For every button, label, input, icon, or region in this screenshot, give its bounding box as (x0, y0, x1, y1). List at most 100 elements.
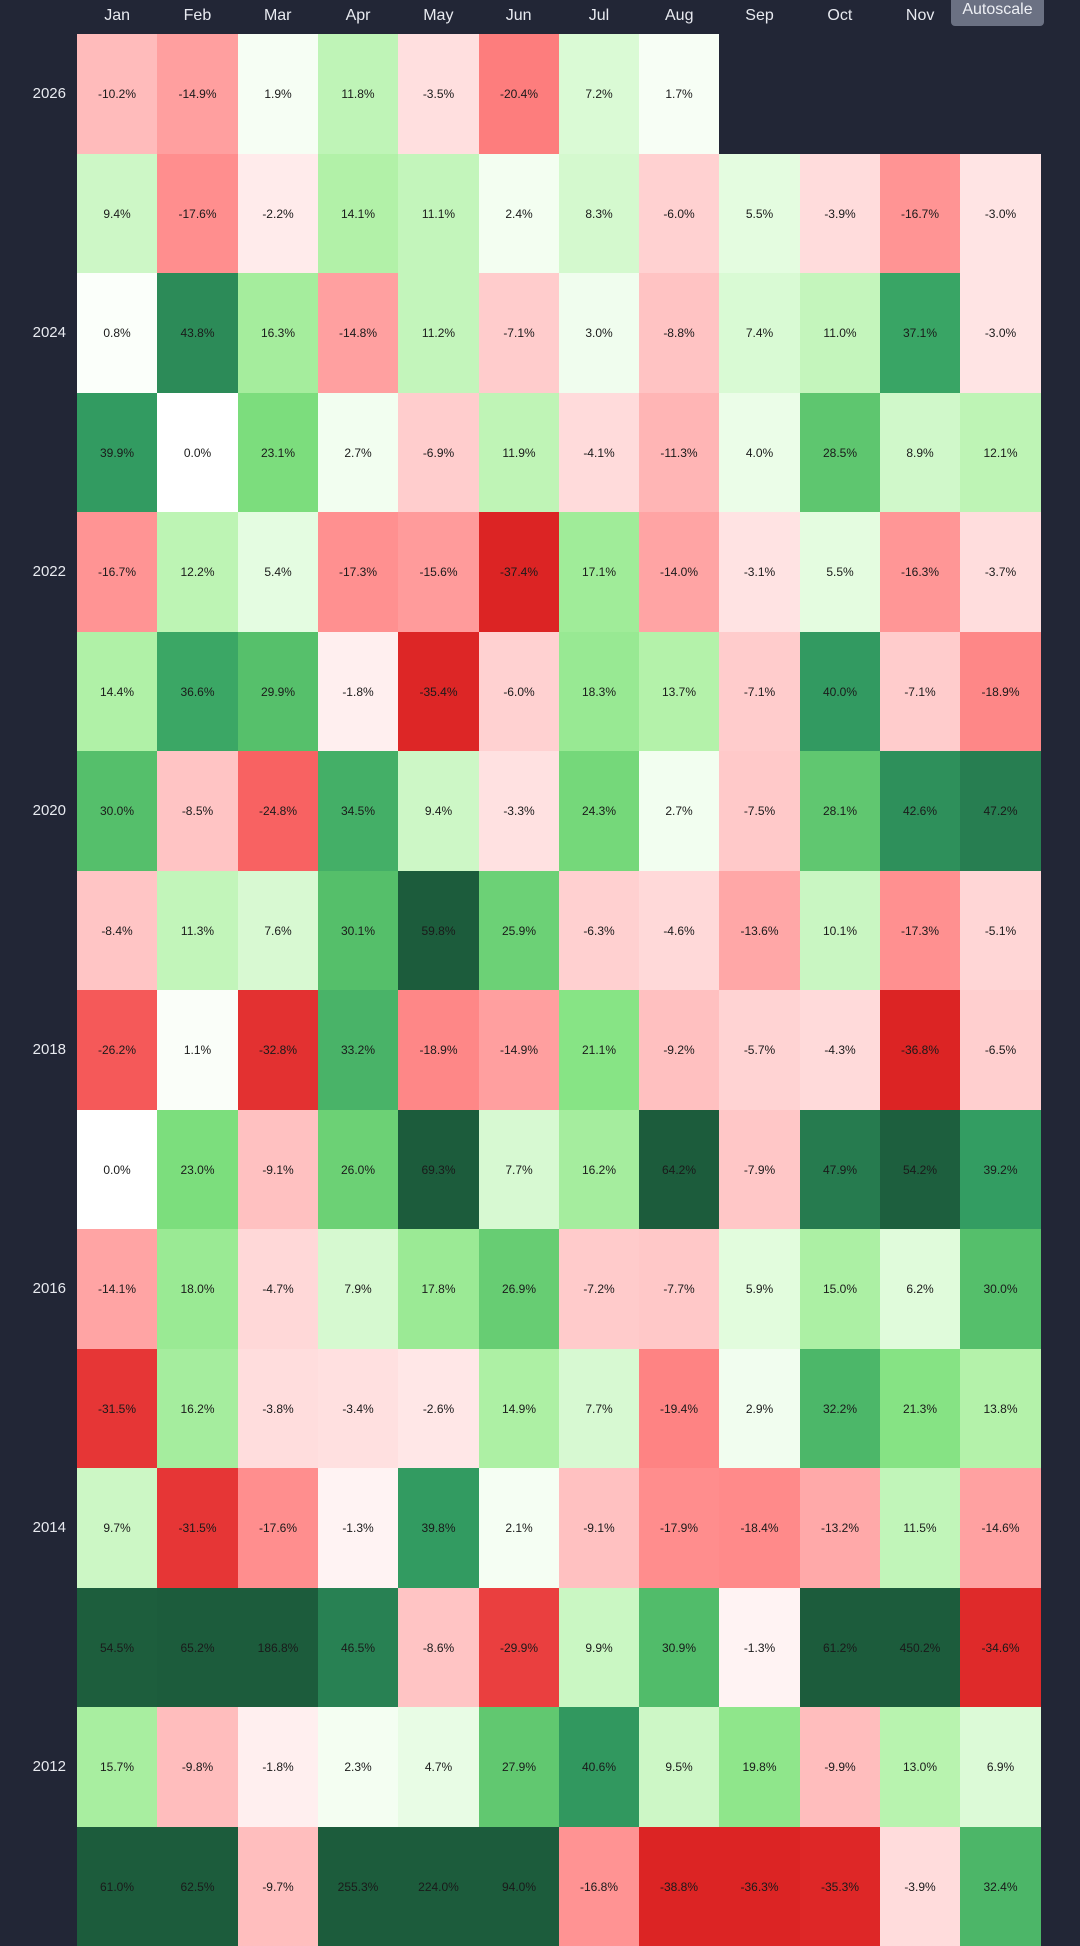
heatmap-cell-2014-aug: -17.9% (639, 1468, 719, 1588)
heatmap-cell-2022-jun: -37.4% (479, 512, 559, 632)
heatmap-cell-2019-mar: 7.6% (238, 871, 318, 990)
heatmap-cell-2020-jan: 30.0% (77, 751, 157, 871)
heatmap-cell-2015-jun: 14.9% (479, 1349, 559, 1468)
heatmap-cell-2019-feb: 11.3% (157, 871, 238, 990)
heatmap-cell-2011-sep: -36.3% (719, 1827, 800, 1946)
heatmap-cell-2020-oct: 28.1% (800, 751, 880, 871)
heatmap-cell-2014-nov: 11.5% (880, 1468, 960, 1588)
month-label-jun: Jun (505, 7, 532, 24)
heatmap-cell-2024-nov: 37.1% (880, 273, 960, 393)
heatmap-cell-2015-jan: -31.5% (77, 1349, 157, 1468)
heatmap-cell-2026-aug: 1.7% (639, 34, 719, 154)
heatmap-cell-2014-feb: -31.5% (157, 1468, 238, 1588)
heatmap-cell-2024-mar: 16.3% (238, 273, 318, 393)
heatmap-cell-2024-apr: -14.8% (318, 273, 398, 393)
month-label-oct: Oct (827, 7, 853, 24)
heatmap-cell-2012-mar: -1.8% (238, 1707, 318, 1827)
heatmap-cell-2016-feb: 18.0% (157, 1229, 238, 1349)
heatmap-cell-2013-may: -8.6% (398, 1588, 479, 1707)
heatmap-cell-2025-mar: -2.2% (238, 154, 318, 273)
heatmap-cell-2021-jan: 14.4% (77, 632, 157, 751)
year-label-2022: 2022 (32, 562, 66, 580)
heatmap-cell-2025-jun: 2.4% (479, 154, 559, 273)
heatmap-cell-2023-sep: 4.0% (719, 393, 800, 512)
heatmap-cell-2020-dec: 47.2% (960, 751, 1041, 871)
heatmap-cell-2013-mar: 186.8% (238, 1588, 318, 1707)
heatmap-cell-2019-nov: -17.3% (880, 871, 960, 990)
heatmap-cell-2026-feb: -14.9% (157, 34, 238, 154)
heatmap-cell-2018-dec: -6.5% (960, 990, 1041, 1110)
heatmap-cell-2026-mar: 1.9% (238, 34, 318, 154)
heatmap-cell-2012-sep: 19.8% (719, 1707, 800, 1827)
heatmap-cell-2016-jul: -7.2% (559, 1229, 639, 1349)
heatmap-cell-2019-apr: 30.1% (318, 871, 398, 990)
heatmap-cell-2012-may: 4.7% (398, 1707, 479, 1827)
heatmap-cell-2023-jan: 39.9% (77, 393, 157, 512)
heatmap-cell-2019-jun: 25.9% (479, 871, 559, 990)
heatmap-cell-2014-apr: -1.3% (318, 1468, 398, 1588)
heatmap-cell-2012-oct: -9.9% (800, 1707, 880, 1827)
year-label-2016: 2016 (32, 1279, 66, 1297)
heatmap-cell-2012-aug: 9.5% (639, 1707, 719, 1827)
month-label-mar: Mar (263, 7, 292, 24)
heatmap-cell-2013-jun: -29.9% (479, 1588, 559, 1707)
heatmap-cell-2013-jan: 54.5% (77, 1588, 157, 1707)
heatmap-cell-2015-aug: -19.4% (639, 1349, 719, 1468)
heatmap-cell-2014-oct: -13.2% (800, 1468, 880, 1588)
heatmap-cell-2019-may: 59.8% (398, 871, 479, 990)
heatmap-cell-2026-may: -3.5% (398, 34, 479, 154)
autoscale-button[interactable]: Autoscale (951, 0, 1044, 26)
month-label-nov: Nov (905, 7, 935, 24)
heatmap-cell-2018-nov: -36.8% (880, 990, 960, 1110)
heatmap-cell-2021-jul: 18.3% (559, 632, 639, 751)
year-label-2018: 2018 (32, 1040, 66, 1058)
heatmap-cell-2018-jul: 21.1% (559, 990, 639, 1110)
heatmap-cell-2016-mar: -4.7% (238, 1229, 318, 1349)
heatmap-cell-2022-nov: -16.3% (880, 512, 960, 632)
heatmap-cell-2012-apr: 2.3% (318, 1707, 398, 1827)
heatmap-cell-2017-dec: 39.2% (960, 1110, 1041, 1229)
heatmap-cell-2022-apr: -17.3% (318, 512, 398, 632)
heatmap-cell-2017-nov: 54.2% (880, 1110, 960, 1229)
heatmap-cell-2014-may: 39.8% (398, 1468, 479, 1588)
heatmap-cell-2026-jul: 7.2% (559, 34, 639, 154)
heatmap-cell-2021-apr: -1.8% (318, 632, 398, 751)
month-label-sep: Sep (745, 7, 774, 24)
heatmap-cell-2016-nov: 6.2% (880, 1229, 960, 1349)
heatmap-cell-2013-aug: 30.9% (639, 1588, 719, 1707)
heatmap-cell-2024-jul: 3.0% (559, 273, 639, 393)
heatmap-cell-2016-oct: 15.0% (800, 1229, 880, 1349)
heatmap-cell-2025-jan: 9.4% (77, 154, 157, 273)
heatmap-cell-2019-sep: -13.6% (719, 871, 800, 990)
year-label-2020: 2020 (32, 801, 66, 819)
heatmap-cell-2024-jun: -7.1% (479, 273, 559, 393)
heatmap-cell-2011-mar: -9.7% (238, 1827, 318, 1946)
heatmap-cell-2025-feb: -17.6% (157, 154, 238, 273)
heatmap-cell-2021-nov: -7.1% (880, 632, 960, 751)
heatmap-cell-2017-feb: 23.0% (157, 1110, 238, 1229)
heatmap-cell-2022-feb: 12.2% (157, 512, 238, 632)
heatmap-cell-2018-feb: 1.1% (157, 990, 238, 1110)
heatmap-cell-2024-dec: -3.0% (960, 273, 1041, 393)
month-label-jul: Jul (588, 7, 610, 24)
heatmap-cell-2018-apr: 33.2% (318, 990, 398, 1110)
heatmap-cell-2022-mar: 5.4% (238, 512, 318, 632)
heatmap-cell-2013-dec: -34.6% (960, 1588, 1041, 1707)
heatmap-cell-2018-may: -18.9% (398, 990, 479, 1110)
heatmap-cell-2021-aug: 13.7% (639, 632, 719, 751)
heatmap-cell-2022-dec: -3.7% (960, 512, 1041, 632)
heatmap-cell-2023-aug: -11.3% (639, 393, 719, 512)
heatmap-cell-2018-mar: -32.8% (238, 990, 318, 1110)
heatmap-cell-2015-nov: 21.3% (880, 1349, 960, 1468)
heatmap-cell-2015-oct: 32.2% (800, 1349, 880, 1468)
heatmap-cell-2026-jun: -20.4% (479, 34, 559, 154)
month-label-aug: Aug (665, 7, 694, 24)
heatmap-cell-2020-feb: -8.5% (157, 751, 238, 871)
heatmap-cell-2015-sep: 2.9% (719, 1349, 800, 1468)
heatmap-cell-2012-jan: 15.7% (77, 1707, 157, 1827)
heatmap-cell-2017-may: 69.3% (398, 1110, 479, 1229)
heatmap-cell-2017-jul: 16.2% (559, 1110, 639, 1229)
heatmap-cell-2011-feb: 62.5% (157, 1827, 238, 1946)
heatmap-cell-2018-oct: -4.3% (800, 990, 880, 1110)
